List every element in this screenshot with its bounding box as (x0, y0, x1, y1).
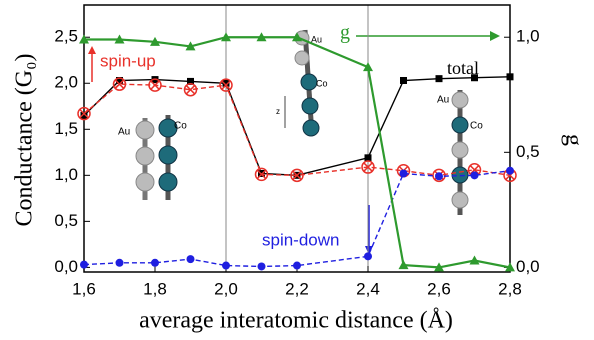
marker (222, 262, 230, 270)
x-tick-label: 2,0 (214, 279, 238, 298)
x-tick-label: 1,6 (72, 279, 96, 298)
marker (435, 172, 443, 180)
marker (365, 154, 372, 161)
y-tick-label: 2,5 (54, 27, 78, 46)
x-tick-label: 1,8 (143, 279, 167, 298)
marker (400, 77, 407, 84)
structure-label: Au (437, 95, 449, 106)
marker (187, 255, 195, 263)
y2-axis-label: g (560, 134, 586, 146)
annotation: spin-up (100, 51, 156, 70)
structures: Au Co z Au Co Au Co (118, 30, 483, 215)
structure-label: Au (118, 127, 130, 138)
marker (471, 74, 478, 81)
annotation: spin-down (262, 230, 340, 249)
annotation-arrow (88, 46, 96, 54)
marker (293, 262, 301, 270)
marker (116, 259, 124, 267)
marker (471, 171, 479, 179)
structure-label: z (276, 107, 280, 116)
y2-tick-label: 1,0 (516, 27, 540, 46)
x-tick-label: 2,8 (498, 279, 522, 298)
structure-label: Co (316, 78, 328, 88)
y-tick-label: 1,5 (54, 119, 78, 138)
y-tick-label: 1,0 (54, 165, 78, 184)
structure-label: Co (470, 121, 483, 132)
marker (470, 255, 480, 264)
y-tick-label: 0,0 (54, 257, 78, 276)
marker (506, 167, 514, 175)
marker (364, 252, 372, 260)
y-tick-label: 2,0 (54, 73, 78, 92)
x-tick-label: 2,6 (427, 279, 451, 298)
annotation-arrow (490, 31, 500, 41)
x-tick-label: 2,2 (285, 279, 309, 298)
y2-tick-label: 0,5 (516, 142, 540, 161)
y-axis-label: Conductance (G₀) (12, 54, 38, 227)
chart: Au Co z Au Co Au Co spin-up spin-down to… (0, 0, 594, 340)
structure-label: Co (174, 121, 187, 132)
y2-tick-label: 0,0 (516, 257, 540, 276)
x-axis-label: average interatomic distance (Å) (139, 308, 453, 334)
marker (80, 261, 88, 269)
marker (258, 262, 266, 270)
marker (400, 169, 408, 177)
annotation: g (340, 22, 350, 44)
marker (436, 75, 443, 82)
y-tick-label: 0,5 (54, 211, 78, 230)
x-tick-label: 2,4 (356, 279, 380, 298)
marker (507, 73, 514, 80)
marker (151, 259, 159, 267)
